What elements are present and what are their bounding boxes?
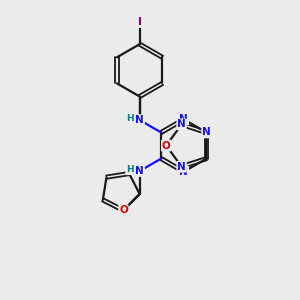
Text: N: N <box>135 115 144 125</box>
Text: O: O <box>119 205 128 215</box>
Text: N: N <box>177 119 186 129</box>
Text: O: O <box>162 140 171 151</box>
Text: N: N <box>179 114 188 124</box>
Text: H: H <box>126 114 134 123</box>
Text: N: N <box>135 166 144 176</box>
Text: N: N <box>177 162 186 172</box>
Text: H: H <box>126 165 134 174</box>
Text: I: I <box>138 17 142 27</box>
Text: N: N <box>179 167 188 177</box>
Text: N: N <box>202 128 211 137</box>
